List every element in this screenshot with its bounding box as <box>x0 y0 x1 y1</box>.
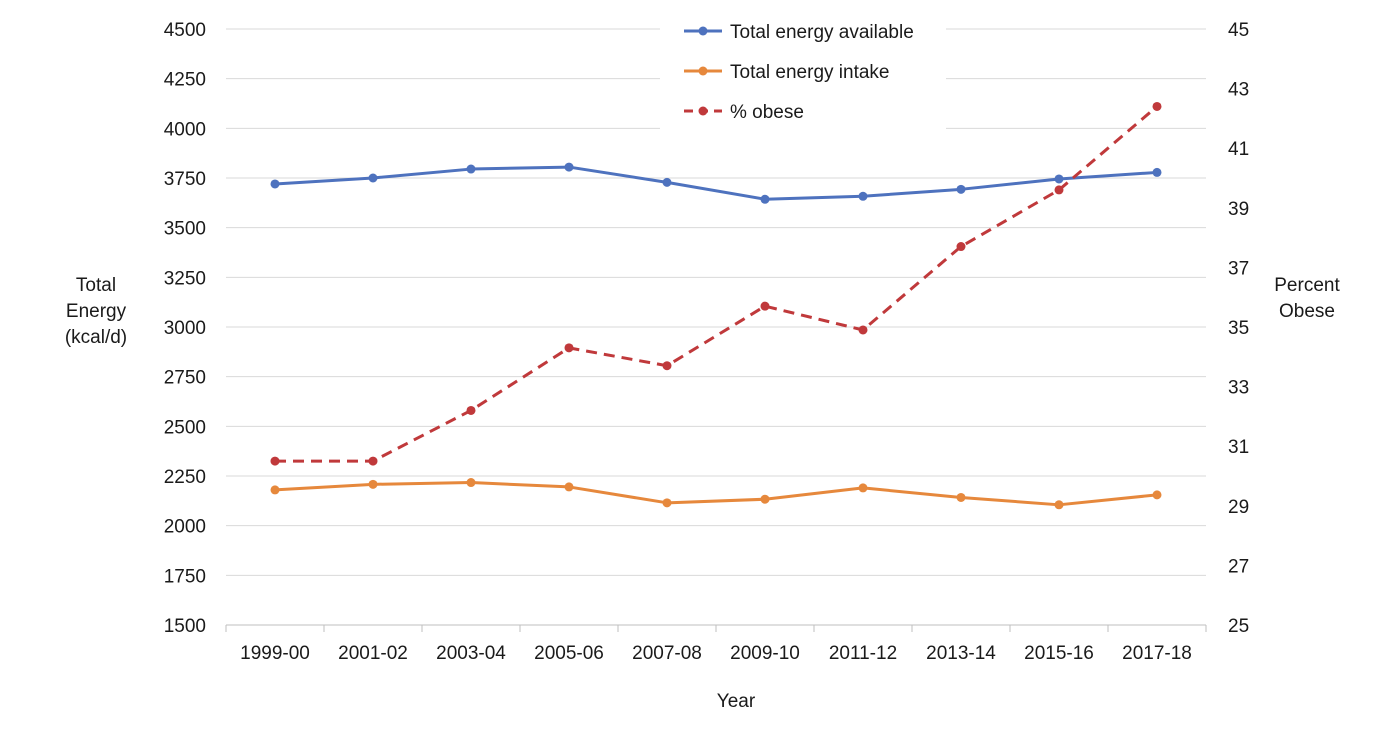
x-tick-label: 2001-02 <box>338 643 408 664</box>
y-right-tick-label: 27 <box>1228 556 1249 577</box>
legend-label: Total energy intake <box>730 62 890 83</box>
legend-label: % obese <box>730 102 804 123</box>
y-left-tick-label: 3500 <box>164 219 206 240</box>
legend-item: Total energy intake <box>684 62 890 83</box>
data-point <box>564 343 574 353</box>
data-point <box>760 301 770 311</box>
data-point <box>1152 167 1162 177</box>
data-point <box>956 242 966 252</box>
y-left-tick-label: 2750 <box>164 368 206 389</box>
y-left-tick-label: 2000 <box>164 517 206 538</box>
x-tick-label: 2009-10 <box>730 643 800 664</box>
y-right-tick-label: 35 <box>1228 318 1249 339</box>
legend-item: Total energy available <box>684 22 914 43</box>
y-right-tick-label: 29 <box>1228 497 1249 518</box>
series-line <box>274 165 1158 201</box>
x-tick-label: 2017-18 <box>1122 643 1192 664</box>
series-obese <box>270 101 1162 466</box>
data-point <box>1054 500 1064 510</box>
series-total-energy-intake <box>270 478 1162 510</box>
series-layer <box>270 101 1162 510</box>
y-left-tick-label: 4000 <box>164 119 206 140</box>
legend-swatch-marker <box>698 106 708 116</box>
data-point <box>270 456 280 466</box>
data-point <box>1152 101 1162 111</box>
x-tick-label: 2011-12 <box>829 643 897 664</box>
legend-swatch-marker <box>698 66 708 76</box>
data-point <box>466 405 476 415</box>
y-right-tick-label: 33 <box>1228 378 1249 399</box>
right-axis-title: Percent Obese <box>1274 275 1340 322</box>
x-axis-title: Year <box>717 691 756 712</box>
right-axis-ticks: 25 27 29 31 33 35 37 39 41 43 45 <box>1228 20 1249 637</box>
series-total-energy-available <box>270 162 1162 204</box>
series-line <box>275 105 1158 463</box>
y-right-tick-label: 39 <box>1228 199 1249 220</box>
legend-item: % obese <box>684 102 804 123</box>
data-point <box>564 162 574 172</box>
y-left-tick-label: 4500 <box>164 20 206 41</box>
axis-title-line: Total <box>76 275 116 296</box>
y-left-tick-label: 3250 <box>164 268 206 289</box>
y-left-tick-label: 2500 <box>164 417 206 438</box>
legend: Total energy available Total energy intak… <box>660 12 946 134</box>
data-point <box>858 325 868 335</box>
data-point <box>956 492 966 502</box>
data-point <box>760 494 770 504</box>
data-point <box>466 164 476 174</box>
y-left-tick-label: 2250 <box>164 467 206 488</box>
data-point <box>662 177 672 187</box>
data-point <box>662 498 672 508</box>
x-tick-label: 2007-08 <box>632 643 702 664</box>
data-point <box>270 485 280 495</box>
axis-title-line: Percent <box>1274 275 1340 296</box>
data-point <box>858 191 868 201</box>
data-point <box>368 173 378 183</box>
y-left-tick-label: 3750 <box>164 169 206 190</box>
left-axis-title: Total Energy (kcal/d) <box>65 275 127 348</box>
data-point <box>270 179 280 189</box>
data-point <box>1152 490 1162 500</box>
axis-title-line: Energy <box>66 301 127 322</box>
data-point <box>564 482 574 492</box>
y-left-tick-label: 3000 <box>164 318 206 339</box>
data-point <box>1054 174 1064 184</box>
data-point <box>368 479 378 489</box>
y-right-tick-label: 37 <box>1228 258 1249 279</box>
x-tick-label: 2015-16 <box>1024 643 1094 664</box>
y-right-tick-label: 31 <box>1228 437 1249 458</box>
x-tick-label: 2013-14 <box>926 643 996 664</box>
left-axis-ticks: 1500 1750 2000 2250 2500 2750 3000 3250 3500 3750… <box>164 20 206 637</box>
y-left-tick-label: 4250 <box>164 70 206 91</box>
x-tick-label: 2003-04 <box>436 643 506 664</box>
y-right-tick-label: 43 <box>1228 80 1249 101</box>
series-line <box>274 481 1158 507</box>
data-point <box>956 184 966 194</box>
data-point <box>1054 185 1064 195</box>
y-left-tick-label: 1500 <box>164 616 206 637</box>
x-axis-ticks: 1999-00 2001-02 2003-04 2005-06 2007-08 2009-… <box>225 625 1207 664</box>
legend-swatch-marker <box>698 26 708 36</box>
y-left-tick-label: 1750 <box>164 566 206 587</box>
y-right-tick-label: 25 <box>1228 616 1249 637</box>
data-point <box>368 456 378 466</box>
x-tick-label: 2005-06 <box>534 643 604 664</box>
data-point <box>760 194 770 204</box>
legend-label: Total energy available <box>730 22 914 43</box>
y-right-tick-label: 41 <box>1228 139 1249 160</box>
data-point <box>662 361 672 371</box>
x-tick-label: 1999-00 <box>240 643 310 664</box>
axis-title-line: (kcal/d) <box>65 327 127 348</box>
data-point <box>466 478 476 488</box>
y-right-tick-label: 45 <box>1228 20 1249 41</box>
axis-title-line: Obese <box>1279 301 1335 322</box>
data-point <box>858 483 868 493</box>
